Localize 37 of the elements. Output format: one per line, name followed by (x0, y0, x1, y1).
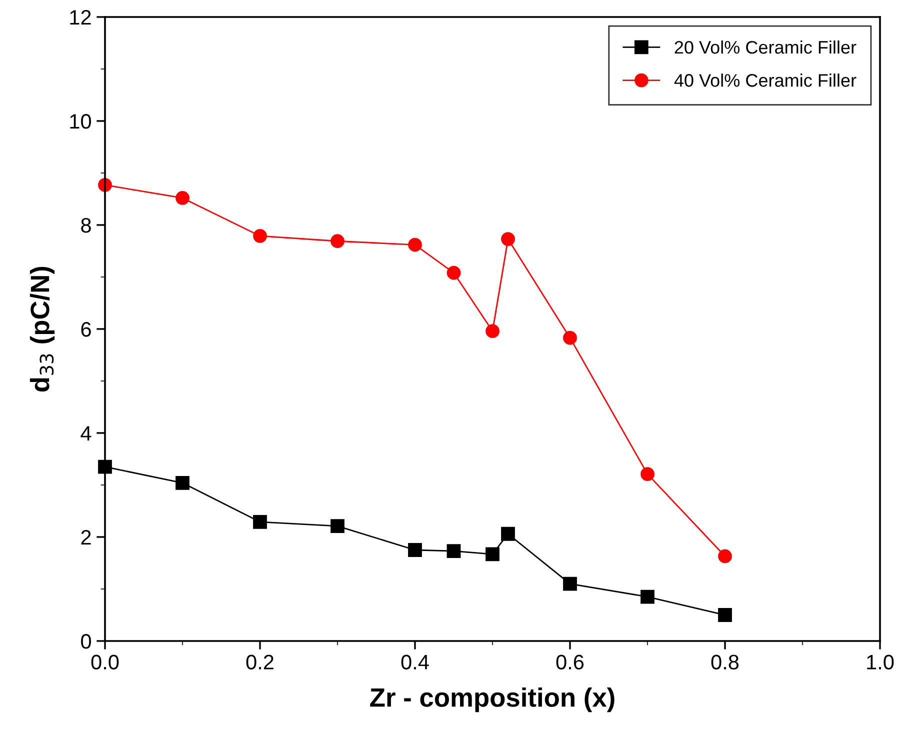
point (408, 543, 422, 557)
point (330, 234, 344, 248)
point (640, 590, 654, 604)
point (486, 547, 500, 562)
x-tick-label: 1.0 (867, 654, 894, 670)
point (718, 549, 732, 564)
point (176, 191, 190, 205)
point (446, 266, 461, 280)
x-tick-label: 0.2 (246, 654, 274, 670)
point (501, 526, 515, 541)
x-tick-label: 0.6 (556, 654, 584, 670)
point (486, 324, 500, 338)
y-tick-label: 12 (70, 10, 91, 25)
point (501, 232, 515, 246)
x-axis-title: Zr - composition (x) (370, 688, 614, 712)
y-tick-label: 10 (70, 114, 91, 129)
point (640, 467, 654, 482)
point (253, 514, 267, 529)
point (446, 544, 461, 558)
point (718, 608, 732, 622)
x-tick-label: 0.8 (711, 654, 739, 670)
y-tick-label: 6 (81, 322, 91, 337)
y-tick-label: 2 (81, 530, 91, 545)
legend-label: 40 Vol% Ceramic Filler (674, 74, 856, 87)
point (563, 576, 577, 591)
point (253, 228, 267, 243)
y-axis-title: d$_{33}$ (pC/N) (30, 266, 55, 392)
y-tick-label: 8 (81, 218, 91, 233)
x-tick-label: 0.0 (91, 654, 119, 670)
point (408, 238, 422, 252)
y-tick-label: 4 (80, 426, 92, 441)
x-tick-label: 0.4 (401, 654, 429, 670)
y-tick-label: 0 (81, 634, 91, 649)
point (176, 476, 190, 490)
point (330, 519, 344, 534)
legend-label: 20 Vol% Ceramic Filler (674, 40, 856, 54)
point (563, 330, 577, 345)
